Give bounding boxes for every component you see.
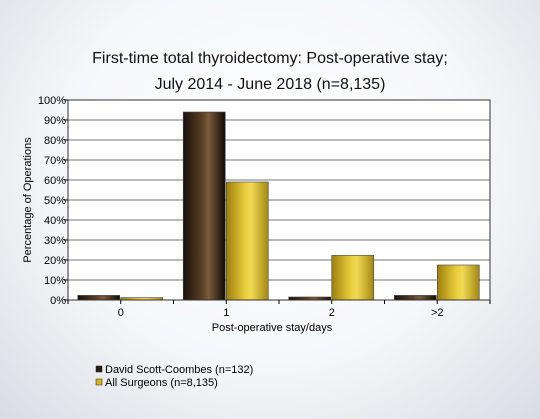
legend: David Scott-Coombes (n=132)All Surgeons … [95,364,253,389]
bar [182,111,226,301]
chart-subtitle: July 2014 - June 2018 (n=8,135) [154,76,386,93]
bar [436,264,480,301]
bar [331,255,375,301]
chart-title: First-time total thyroidectomy: Post-ope… [92,50,448,67]
bar [225,181,269,301]
bar [77,295,121,301]
legend-swatch [95,365,103,373]
y-tick-label: 20% [44,255,66,267]
y-tick-label: 50% [44,195,66,207]
y-tick-label: 90% [44,115,66,127]
x-tick-label: 1 [223,307,229,319]
x-tick-label: >2 [431,307,444,319]
x-axis-label: Post-operative stay/days [212,322,333,334]
legend-swatch [95,378,103,386]
y-tick-label: 40% [44,215,66,227]
y-axis-label: Percentage of Operations [22,137,34,263]
y-tick-label: 60% [44,175,66,187]
y-tick-label: 10% [44,275,66,287]
y-tick-label: 80% [44,135,66,147]
legend-label: David Scott-Coombes (n=132) [105,364,253,376]
y-tick-label: 100% [38,95,66,107]
y-tick-label: 70% [44,155,66,167]
x-tick-label: 0 [118,307,124,319]
x-tick-label: 2 [329,307,335,319]
y-tick-label: 30% [44,235,66,247]
bar [393,295,437,301]
y-tick-label: 0% [50,295,66,307]
legend-label: All Surgeons (n=8,135) [105,377,218,389]
